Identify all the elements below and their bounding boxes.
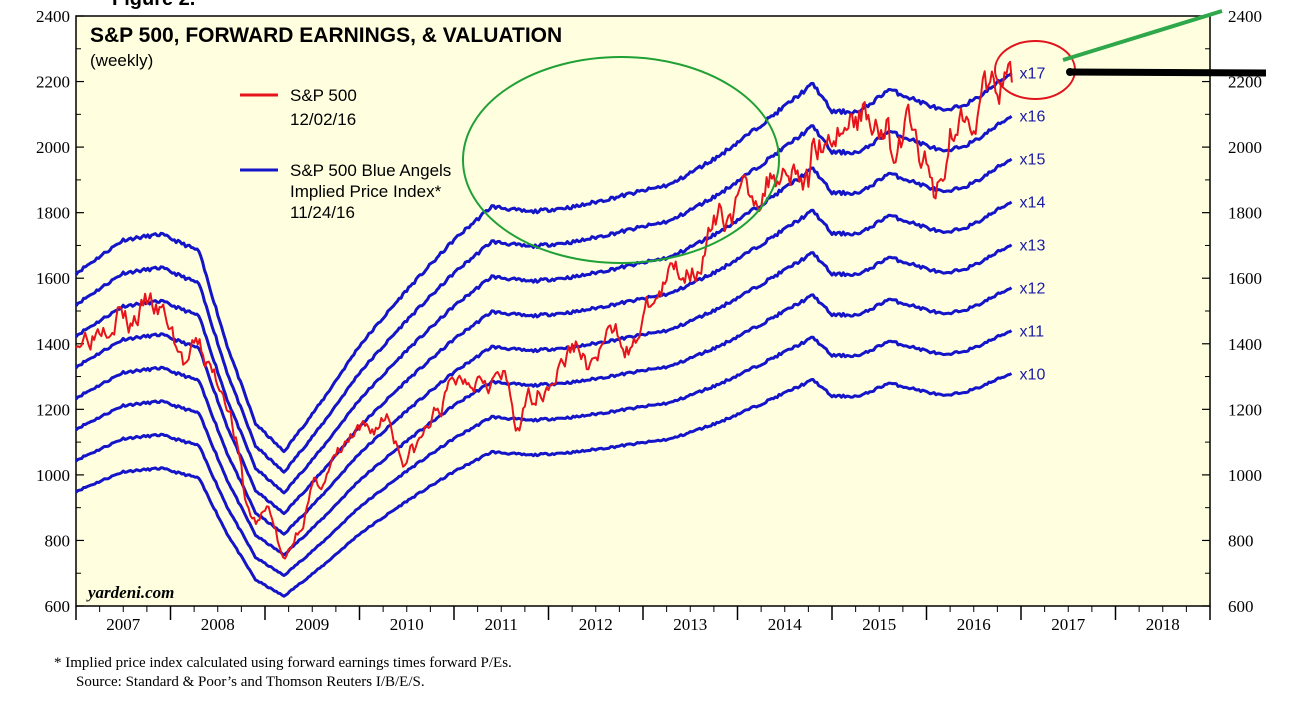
- axis-ticks: [75, 15, 1211, 620]
- footnote-line-1: * Implied price index calculated using f…: [54, 655, 512, 671]
- chart-subtitle: (weekly): [90, 51, 153, 70]
- y-tick-label-left: 1200: [36, 400, 70, 419]
- annotation-green-ellipse: [462, 56, 780, 264]
- y-tick-label-left: 600: [45, 597, 71, 616]
- legend-angels-name-1: S&P 500 Blue Angels: [290, 161, 451, 180]
- x-tick-label: 2015: [862, 615, 896, 634]
- x-tick-label: 2009: [295, 615, 329, 634]
- x-tick-label: 2011: [485, 615, 518, 634]
- blue-angels-line-x12: [74, 286, 1013, 557]
- y-tick-label-left: 2000: [36, 138, 70, 157]
- y-tick-label-left: 2400: [36, 7, 70, 26]
- blue-angels-lines: [74, 72, 1013, 598]
- y-tick-label-left: 1400: [36, 335, 70, 354]
- y-tick-label-left: 1000: [36, 466, 70, 485]
- watermark: yardeni.com: [86, 583, 174, 602]
- chart-title: S&P 500, FORWARD EARNINGS, & VALUATION: [90, 24, 562, 47]
- x-tick-label: 2017: [1051, 615, 1086, 634]
- y-tick-label-right: 1400: [1228, 335, 1262, 354]
- x-tick-label: 2018: [1146, 615, 1180, 634]
- multiple-label-x13: x13: [1020, 237, 1046, 254]
- blue-angels-line-x16: [74, 114, 1013, 474]
- legend-angels-name-2: Implied Price Index*: [290, 182, 442, 201]
- x-tick-label: 2013: [673, 615, 707, 634]
- y-tick-label-right: 2400: [1228, 7, 1262, 26]
- footnote-line-2: Source: Standard & Poor’s and Thomson Re…: [76, 674, 425, 690]
- multiple-labels: x17 x16 x15 x14 x13 x12 x11 x10: [1020, 66, 1046, 384]
- left-axis-labels: 600 800 1000 1200 1400 1600 1800 2000 2200 2400: [36, 7, 70, 616]
- legend-sp500-name: S&P 500: [290, 86, 357, 105]
- y-tick-label-left: 1800: [36, 204, 70, 223]
- multiple-label-x10: x10: [1020, 366, 1046, 383]
- y-tick-label-right: 1200: [1228, 400, 1262, 419]
- annotation-black-dot: [1066, 68, 1074, 76]
- y-tick-label-right: 1800: [1228, 204, 1262, 223]
- legend-angels-date: 11/24/16: [290, 203, 355, 222]
- x-tick-label: 2014: [768, 615, 803, 634]
- annotation-green-arrow: [1062, 9, 1223, 62]
- annotation-black-line: [1067, 68, 1267, 77]
- x-tick-label: 2012: [579, 615, 613, 634]
- sp500-line: [75, 60, 1013, 560]
- multiple-label-x15: x15: [1020, 152, 1046, 169]
- figure-label: Figure 2.: [112, 0, 195, 11]
- x-tick-label: 2016: [957, 615, 991, 634]
- y-tick-label-right: 2200: [1228, 73, 1262, 92]
- y-tick-label-right: 800: [1228, 531, 1254, 550]
- legend-sp500-date: 12/02/16: [290, 110, 356, 129]
- sp500-line-group: [75, 60, 1013, 560]
- y-tick-label-left: 2200: [36, 73, 70, 92]
- right-axis-labels: 600 800 1000 1200 1400 1600 1800 2000 2200 2400: [1228, 7, 1262, 616]
- multiple-label-x12: x12: [1020, 280, 1046, 297]
- x-tick-label: 2007: [106, 615, 141, 634]
- y-tick-label-left: 1600: [36, 269, 70, 288]
- y-tick-label-right: 2000: [1228, 138, 1262, 157]
- blue-angels-line-x17: [74, 72, 1013, 454]
- blue-angels-line-x13: [74, 243, 1013, 536]
- x-tick-label: 2008: [201, 615, 235, 634]
- y-tick-label-right: 1000: [1228, 466, 1262, 485]
- multiple-label-x16: x16: [1020, 109, 1046, 126]
- x-tick-label: 2010: [390, 615, 424, 634]
- y-tick-label-right: 600: [1228, 597, 1254, 616]
- blue-angels-line-x10: [75, 372, 1013, 598]
- y-tick-label-right: 1600: [1228, 269, 1262, 288]
- blue-angels-line-x15: [74, 157, 1013, 495]
- y-tick-label-left: 800: [45, 531, 71, 550]
- blue-angels-line-x14: [74, 200, 1013, 516]
- multiple-label-x14: x14: [1020, 195, 1046, 212]
- multiple-label-x11: x11: [1020, 323, 1045, 340]
- multiple-label-x17: x17: [1020, 66, 1046, 83]
- plot-area: [75, 15, 1211, 607]
- blue-angels-line-x11: [74, 329, 1013, 577]
- x-axis-labels: 2007 2008 2009 2010 2011 2012 2013 2014 2015 2016…: [106, 615, 1180, 634]
